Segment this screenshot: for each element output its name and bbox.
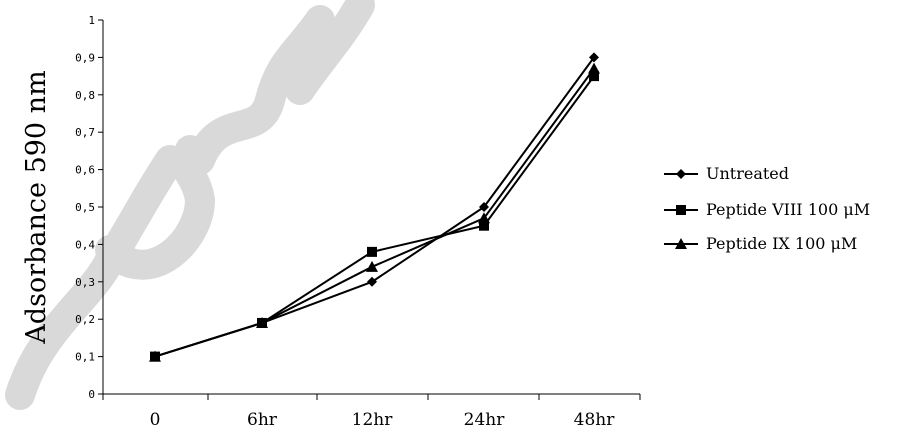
legend-marker [676,205,686,215]
data-point-1-3 [367,276,377,287]
legend-label: Peptide IX 100 μM [706,234,857,253]
x-tick-label: 6hr [247,410,278,430]
y-tick-label: 0,9 [75,51,95,64]
data-point-3-3 [366,260,378,272]
series-line-1 [154,56,595,358]
y-tick-label: 0,3 [75,276,95,289]
legend-item: Peptide VIII 100 μM [664,200,870,219]
x-tick-label: 48hr [574,410,616,430]
x-tick-label: 24hr [464,410,506,430]
data-point-3-2 [256,316,268,328]
legend-marker [675,238,687,249]
legend: Untreated Peptide VIII 100 μM Peptide IX 1… [664,164,870,253]
y-tick-label: 0 [88,388,95,401]
data-point-2-4 [479,220,489,231]
legend-item: Peptide IX 100 μM [664,234,857,253]
y-axis-label: Adsorbance 590 nm [21,70,52,344]
legend-item: Untreated [664,164,789,183]
x-tick-label: 0 [150,410,161,430]
y-tick-label: 0,5 [75,201,95,214]
series-line-3 [154,68,595,358]
data-point-3-4 [478,212,490,224]
series-lines [154,56,595,358]
data-point-2-5 [589,71,599,82]
y-tick-label: 0,4 [75,238,95,251]
data-point-2-3 [367,246,377,257]
y-tick-label: 0,1 [75,351,95,364]
legend-marker [676,169,686,179]
data-point-3-5 [588,62,600,74]
y-tick-label: 0,2 [75,313,95,326]
legend-label: Peptide VIII 100 μM [706,200,870,219]
y-tick-label: 0,6 [75,164,95,177]
y-tick-label: 0,8 [75,89,95,102]
data-point-1-4 [479,202,489,212]
legend-label: Untreated [706,164,789,183]
x-tick-label: 12hr [352,410,394,430]
data-point-3-1 [149,350,161,362]
watermark [5,0,375,410]
y-tick-label: 1 [88,14,95,27]
y-ticks: 0 0,1 0,2 0,3 0,4 0,5 0,6 0,7 0,8 0,9 1 [75,14,103,401]
series-markers [149,52,600,362]
plot-area: 0 0,1 0,2 0,3 0,4 0,5 0,6 0,7 0,8 0,9 1 0 6hr 12hr 24… [75,14,641,430]
x-ticks: 0 6hr 12hr 24hr 48hr [102,394,641,430]
data-point-1-5 [589,52,599,63]
y-tick-label: 0,7 [75,126,95,139]
